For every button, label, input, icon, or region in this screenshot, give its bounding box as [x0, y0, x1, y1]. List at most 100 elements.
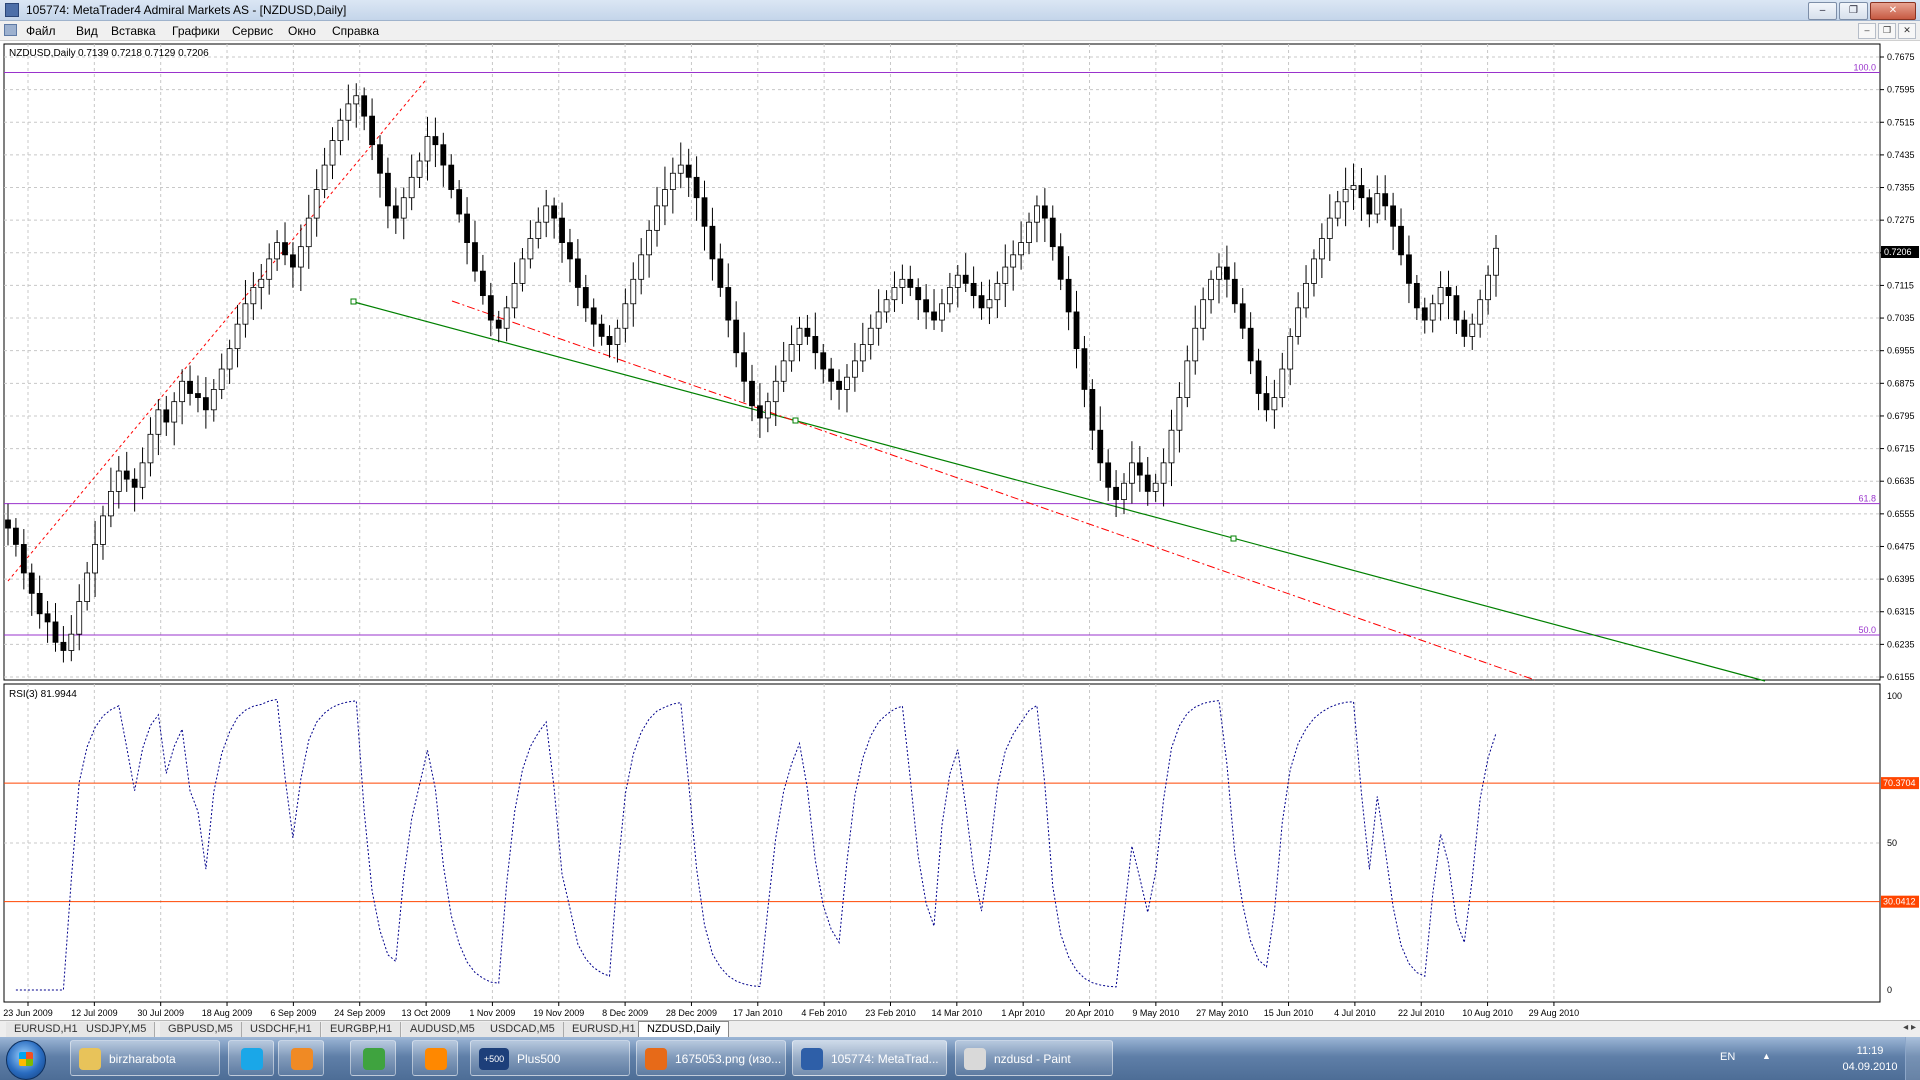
- menu-tools[interactable]: Сервис: [232, 24, 274, 38]
- chart-canvas[interactable]: 100.0 61.8 50.0 70.3704 30.0412 0.7675 0.759…: [0, 41, 1920, 1020]
- candle-body: [1057, 246, 1064, 280]
- price-pane[interactable]: [3, 43, 1881, 681]
- red-dotted-trendline[interactable]: [7, 80, 426, 582]
- candlesticks: [5, 83, 1499, 663]
- candle-body: [954, 274, 961, 288]
- menu-charts[interactable]: Графики: [172, 24, 220, 38]
- price-tick-label: 0.7595: [1887, 85, 1915, 95]
- chart-tab[interactable]: EURUSD,H1: [564, 1022, 645, 1037]
- taskbar-item[interactable]: birzharabota: [70, 1040, 220, 1076]
- chart-tab[interactable]: USDCAD,M5: [482, 1022, 564, 1037]
- candle-body: [796, 327, 803, 345]
- candle-body: [1287, 336, 1294, 370]
- menu-insert[interactable]: Вставка: [111, 24, 156, 38]
- candle-body: [1113, 486, 1119, 500]
- candle-body: [994, 282, 1001, 301]
- taskbar-item-label: 1675053.png (изо...: [675, 1052, 782, 1066]
- close-button[interactable]: ✕: [1870, 2, 1916, 20]
- candle-body: [1485, 274, 1491, 301]
- taskbar-item[interactable]: 105774: MetaTrad...: [792, 1040, 947, 1076]
- candle-body: [1200, 299, 1207, 329]
- trendline-anchor[interactable]: [1230, 535, 1237, 542]
- candle-body: [986, 299, 993, 309]
- candle-body: [1041, 205, 1048, 219]
- mdi-close-button[interactable]: ✕: [1898, 23, 1916, 39]
- date-tick-label: 17 Jan 2010: [733, 1008, 783, 1018]
- metatrader-app-icon[interactable]: [5, 3, 19, 17]
- clock-time[interactable]: 11:19: [1856, 1045, 1884, 1057]
- chart-tab[interactable]: EURUSD,H1: [6, 1022, 87, 1037]
- menu-file[interactable]: Файл: [26, 24, 56, 38]
- rsi-label: RSI(3) 81.9944: [9, 689, 77, 700]
- candle-body: [1421, 307, 1428, 321]
- candle-body: [701, 197, 708, 227]
- taskbar-item[interactable]: [350, 1040, 396, 1076]
- candle-body: [535, 221, 542, 239]
- candle-body: [1295, 307, 1302, 337]
- candle-body: [939, 303, 945, 321]
- price-tick-label: 0.6155: [1887, 672, 1915, 682]
- mdi-restore-button[interactable]: ❐: [1878, 23, 1896, 39]
- candle-body: [1121, 482, 1127, 500]
- chart-window-icon[interactable]: [4, 24, 17, 36]
- show-desktop-button[interactable]: [1905, 1037, 1920, 1080]
- candle-body: [416, 160, 423, 178]
- taskbar-item[interactable]: nzdusd - Paint: [955, 1040, 1113, 1076]
- taskbar-item[interactable]: +500 Plus500: [470, 1040, 630, 1076]
- candle-body: [1144, 474, 1151, 492]
- candle-body: [923, 299, 930, 313]
- date-tick-label: 14 Mar 2010: [932, 1008, 983, 1018]
- candle-body: [788, 344, 795, 362]
- start-button[interactable]: [6, 1040, 46, 1080]
- clock-date[interactable]: 04.09.2010: [1842, 1061, 1898, 1073]
- chart-tab[interactable]: AUDUSD,M5: [402, 1022, 484, 1037]
- current-price-marker: [1881, 246, 1919, 258]
- candle-body: [171, 401, 178, 423]
- date-tick-label: 9 May 2010: [1132, 1008, 1179, 1018]
- candle-body: [582, 287, 589, 309]
- red-dashdot-trendline[interactable]: [451, 300, 1536, 681]
- minimize-button[interactable]: –: [1808, 2, 1837, 20]
- candle-body: [1429, 303, 1436, 321]
- trendline-anchor[interactable]: [792, 417, 799, 424]
- chart-window[interactable]: 100.0 61.8 50.0 70.3704 30.0412 0.7675 0.759…: [0, 41, 1920, 1020]
- candle-body: [709, 225, 716, 260]
- candle-body: [432, 136, 439, 146]
- candle-body: [915, 287, 922, 301]
- green-trendline[interactable]: [353, 301, 1766, 682]
- chart-tab[interactable]: NZDUSD,Daily: [638, 1021, 730, 1037]
- menu-help[interactable]: Справка: [332, 24, 380, 38]
- candle-body: [1049, 217, 1056, 248]
- candle-body: [179, 380, 186, 403]
- language-indicator[interactable]: EN: [1720, 1051, 1736, 1063]
- maximize-button[interactable]: ❐: [1839, 2, 1868, 20]
- utorrent-icon: [363, 1048, 385, 1070]
- date-tick-label: 19 Nov 2009: [533, 1008, 584, 1018]
- menu-view[interactable]: Вид: [76, 24, 98, 38]
- candle-body: [757, 405, 763, 419]
- chart-tab[interactable]: USDCHF,H1: [242, 1022, 321, 1037]
- chart-tab[interactable]: EURGBP,H1: [322, 1022, 402, 1037]
- tab-scroll-arrows[interactable]: ◂ ▸: [1903, 1022, 1916, 1033]
- date-tick-label: 6 Sep 2009: [270, 1008, 316, 1018]
- trend-lines[interactable]: [7, 80, 1766, 682]
- tray-expand-icon[interactable]: ▲: [1762, 1051, 1771, 1061]
- candle-body: [385, 172, 391, 207]
- chart-tab[interactable]: GBPUSD,M5: [160, 1022, 242, 1037]
- fibonacci-levels[interactable]: 100.0 61.8 50.0: [4, 63, 1880, 636]
- mdi-minimize-button[interactable]: –: [1858, 23, 1876, 39]
- menu-window[interactable]: Окно: [288, 24, 316, 38]
- candle-body: [84, 572, 91, 602]
- date-tick-label: 23 Jun 2009: [3, 1008, 53, 1018]
- candle-body: [946, 287, 953, 305]
- chart-tab[interactable]: USDJPY,M5: [78, 1022, 156, 1037]
- candle-body: [250, 287, 257, 305]
- taskbar-item[interactable]: [228, 1040, 274, 1076]
- candle-body: [313, 189, 320, 219]
- trendline-anchor[interactable]: [350, 298, 357, 305]
- candle-body: [764, 401, 771, 419]
- taskbar-item[interactable]: [412, 1040, 458, 1076]
- taskbar-item[interactable]: 1675053.png (изо...: [636, 1040, 786, 1076]
- taskbar-item-label: nzdusd - Paint: [994, 1052, 1071, 1066]
- taskbar-item[interactable]: [278, 1040, 324, 1076]
